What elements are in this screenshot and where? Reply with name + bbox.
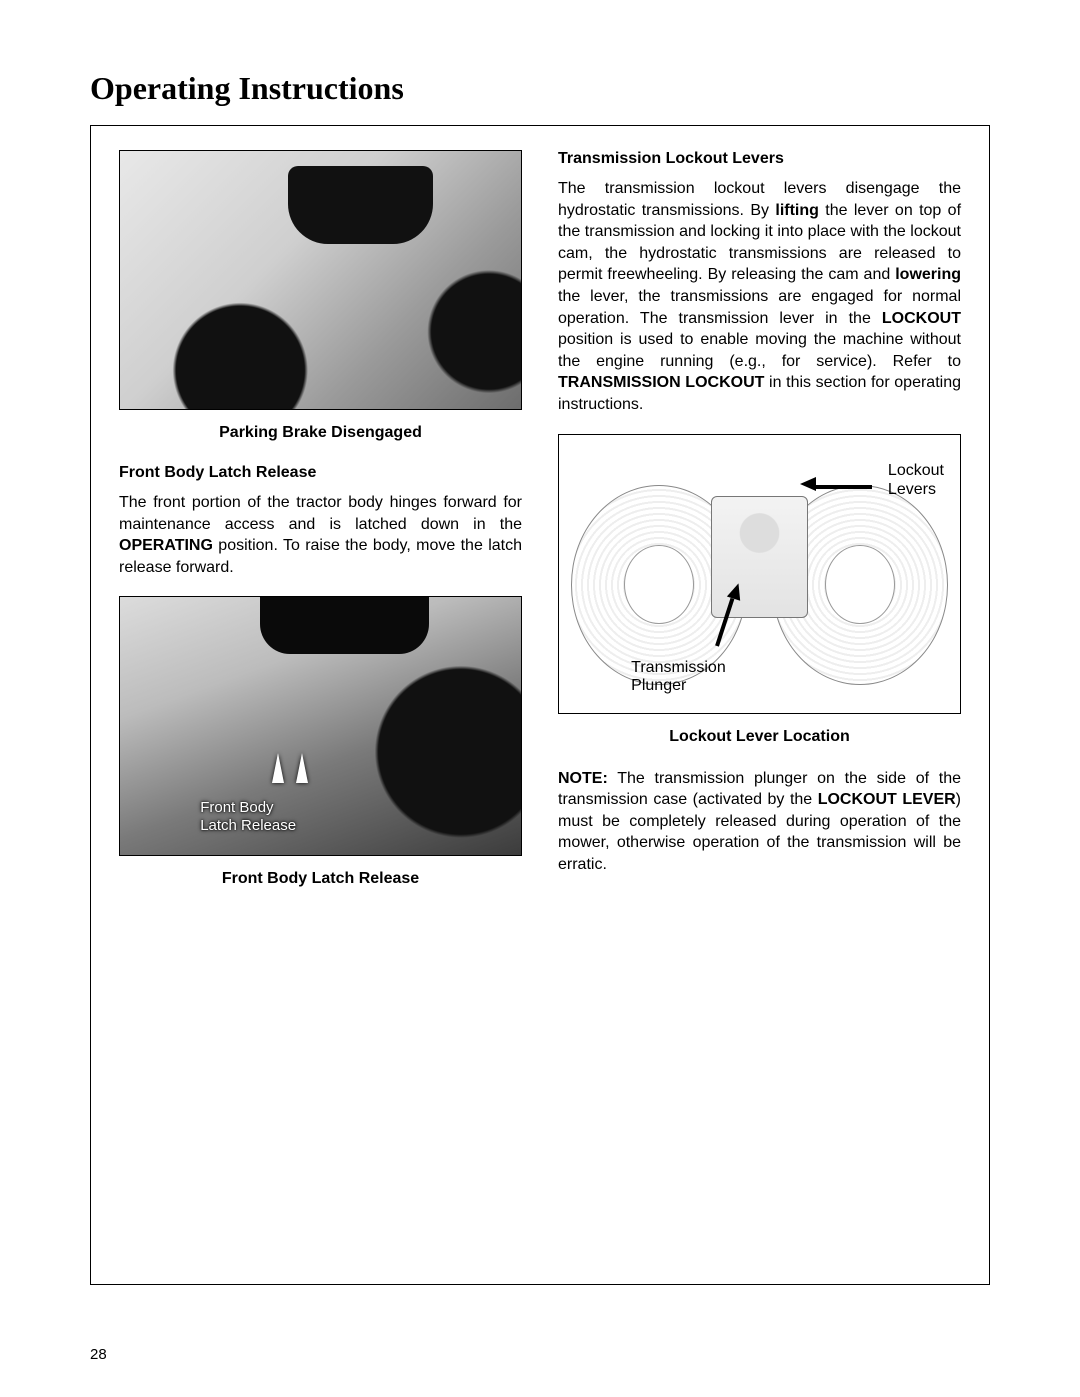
callout-arrow-icon: [296, 753, 308, 783]
callout-arrow-icon: [272, 753, 284, 783]
heading-front-body-latch: Front Body Latch Release: [119, 464, 522, 482]
callout-arrow-shaft: [816, 485, 872, 489]
bold-lowering: lowering: [895, 266, 961, 283]
bold-note: NOTE:: [558, 770, 608, 787]
bold-lockout: LOCKOUT: [882, 310, 961, 327]
left-column: Parking Brake Disengaged Front Body Latc…: [119, 150, 522, 1260]
label-line: Latch Release: [200, 817, 296, 834]
page-number: 28: [90, 1346, 107, 1363]
text-fragment: The front portion of the tractor body hi…: [119, 494, 522, 533]
label-line: Plunger: [631, 677, 686, 694]
right-column: Transmission Lockout Levers The transmis…: [558, 150, 961, 1260]
figure-caption-lockout-location: Lockout Lever Location: [558, 728, 961, 746]
figure-front-body-latch: Front Body Latch Release: [119, 596, 522, 856]
text-fragment: position is used to enable moving the ma…: [558, 331, 961, 370]
bold-lifting: lifting: [775, 202, 819, 219]
seat-shape: [288, 166, 432, 243]
heading-transmission-lockout: Transmission Lockout Levers: [558, 150, 961, 168]
seat-shape: [260, 597, 428, 654]
figure-caption-parking-brake: Parking Brake Disengaged: [119, 424, 522, 442]
callout-arrow-head-icon: [800, 477, 816, 491]
bold-transmission-lockout: TRANSMISSION LOCKOUT: [558, 374, 764, 391]
content-frame: Parking Brake Disengaged Front Body Latc…: [90, 125, 990, 1285]
hub-shape: [624, 545, 694, 624]
paragraph-note: NOTE: The transmission plunger on the si…: [558, 768, 961, 876]
label-line: Lockout: [888, 462, 944, 479]
label-line: Front Body: [200, 799, 273, 816]
transmission-assembly-shape: [711, 496, 807, 618]
bold-lockout-lever: LOCKOUT LEVER: [818, 791, 956, 808]
paragraph-front-body-latch: The front portion of the tractor body hi…: [119, 492, 522, 578]
callout-label-transmission-plunger: Transmission Plunger: [631, 659, 726, 696]
page-title: Operating Instructions: [90, 70, 990, 107]
label-line: Levers: [888, 481, 936, 498]
manual-page: Operating Instructions Parking Brake Dis…: [0, 0, 1080, 1397]
hub-shape: [825, 545, 895, 624]
figure-caption-front-body-latch: Front Body Latch Release: [119, 870, 522, 888]
paragraph-transmission-lockout: The transmission lockout levers disengag…: [558, 178, 961, 416]
figure-lockout-diagram: Lockout Levers Transmission Plunger: [558, 434, 961, 714]
label-line: Transmission: [631, 659, 726, 676]
figure-parking-brake: [119, 150, 522, 410]
bold-operating: OPERATING: [119, 537, 213, 554]
callout-label-lockout-levers: Lockout Levers: [888, 462, 944, 499]
callout-label-front-body-latch: Front Body Latch Release: [200, 799, 296, 835]
